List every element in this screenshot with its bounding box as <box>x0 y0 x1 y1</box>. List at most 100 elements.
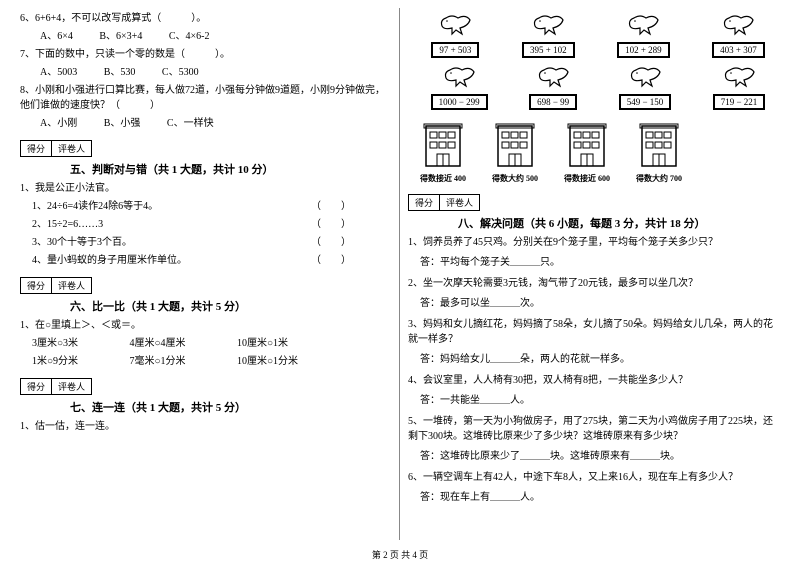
q6-opt-b: B、6×3+4 <box>99 29 142 44</box>
score-box-6: 得分 评卷人 <box>20 277 92 294</box>
sec5-item-3-text: 3、30个十等于3个百。 <box>32 237 132 248</box>
s8-q2-stem: 2、坐一次摩天轮需要3元钱，淘气带了20元钱，最多可以坐几次？ <box>408 276 780 291</box>
section-7-title: 七、连一连（共 1 大题，共计 5 分） <box>70 399 391 415</box>
score-label: 得分 <box>21 278 52 293</box>
building-icon <box>422 120 464 168</box>
s8-q2-ans: 答：最多可以坐＿＿＿次。 <box>420 294 780 309</box>
building-icon <box>494 120 536 168</box>
q8-opt-b: B、小强 <box>104 116 141 131</box>
q7-stem: 7、下面的数中，只读一个零的数是（ ）。 <box>20 47 391 62</box>
sec6-row-2: 1米○9分米 7毫米○1分米 10厘米○1分米 <box>20 354 391 369</box>
expr-box: 698 − 99 <box>529 94 577 110</box>
q8-stem: 8、小刚和小强进行口算比赛，每人做72道，小强每分钟做9道题，小刚9分钟做完，他… <box>20 83 391 113</box>
expr-box: 403 + 307 <box>712 42 765 58</box>
grader-label: 评卷人 <box>52 141 91 156</box>
q6-options: A、6×4 B、6×3+4 C、4×6-2 <box>20 29 391 44</box>
dove-icon <box>628 64 662 90</box>
dove-item: 698 − 99 <box>514 64 592 110</box>
q7-opt-c: C、5300 <box>162 65 199 80</box>
q7-opt-b: B、530 <box>104 65 136 80</box>
grader-label: 评卷人 <box>52 278 91 293</box>
building-item: 得数接近 600 <box>564 120 610 184</box>
page-footer: 第 2 页 共 4 页 <box>0 548 800 561</box>
q8-opt-a: A、小刚 <box>40 116 77 131</box>
building-item: 得数大约 500 <box>492 120 538 184</box>
dove-item: 719 − 221 <box>698 64 780 110</box>
expr-box: 719 − 221 <box>713 94 766 110</box>
dove-item: 1000 − 299 <box>416 64 502 110</box>
dove-row-1: 97 + 503 395 + 102 102 + 289 403 + 307 <box>416 12 780 58</box>
dove-item: 395 + 102 <box>507 12 590 58</box>
cmp-6: 10厘米○1分米 <box>237 356 298 367</box>
q8-opt-c: C、一样快 <box>167 116 214 131</box>
dove-item: 102 + 289 <box>602 12 685 58</box>
building-caption: 得数接近 400 <box>420 173 466 184</box>
building-caption: 得数大约 700 <box>636 173 682 184</box>
expr-box: 1000 − 299 <box>431 94 488 110</box>
sec5-lead: 1、我是公正小法官。 <box>20 181 391 196</box>
section-8-title: 八、解决问题（共 6 小题，每题 3 分，共计 18 分） <box>458 215 780 231</box>
sec5-item-4: 4、量小蚂蚁的身子用厘米作单位。（ ） <box>20 253 391 268</box>
score-box-5: 得分 评卷人 <box>20 140 92 157</box>
building-icon <box>566 120 608 168</box>
right-column: 97 + 503 395 + 102 102 + 289 403 + 307 1… <box>400 8 788 540</box>
cmp-4: 1米○9分米 <box>32 354 127 369</box>
score-label: 得分 <box>21 141 52 156</box>
building-caption: 得数大约 500 <box>492 173 538 184</box>
cmp-1: 3厘米○3米 <box>32 336 127 351</box>
dove-icon <box>438 12 472 38</box>
building-item: 得数大约 700 <box>636 120 682 184</box>
s8-q4-stem: 4、会议室里，人人椅有30把，双人椅有8把，一共能坐多少人？ <box>408 373 780 388</box>
s8-q5-ans: 答：这堆砖比原来少了＿＿＿块。这堆砖原来有＿＿＿块。 <box>420 447 780 462</box>
expr-box: 549 − 150 <box>619 94 672 110</box>
score-box-7: 得分 评卷人 <box>20 378 92 395</box>
dove-icon <box>722 64 756 90</box>
cmp-2: 4厘米○4厘米 <box>130 336 235 351</box>
dove-icon <box>536 64 570 90</box>
s8-q3-stem: 3、妈妈和女儿摘红花，妈妈摘了58朵，女儿摘了50朵。妈妈给女儿几朵，两人的花就… <box>408 317 780 347</box>
dove-icon <box>531 12 565 38</box>
q6-opt-a: A、6×4 <box>40 29 73 44</box>
dove-item: 97 + 503 <box>416 12 495 58</box>
s8-q3-ans: 答：妈妈给女儿＿＿＿朵，两人的花就一样多。 <box>420 350 780 365</box>
q8-options: A、小刚 B、小强 C、一样快 <box>20 116 391 131</box>
q6-opt-c: C、4×6-2 <box>169 29 210 44</box>
score-box-8: 得分 评卷人 <box>408 194 480 211</box>
sec5-item-4-text: 4、量小蚂蚁的身子用厘米作单位。 <box>32 255 187 266</box>
tf-paren: （ ） <box>311 235 351 250</box>
building-item: 得数接近 400 <box>420 120 466 184</box>
left-column: 6、6+6+4，不可以改写成算式（ ）。 A、6×4 B、6×3+4 C、4×6… <box>12 8 400 540</box>
s8-q6-ans: 答：现在车上有＿＿＿人。 <box>420 488 780 503</box>
score-label: 得分 <box>21 379 52 394</box>
sec5-item-3: 3、30个十等于3个百。 （ ） <box>20 235 391 250</box>
grader-label: 评卷人 <box>52 379 91 394</box>
s8-q1-ans: 答：平均每个笼子关＿＿＿只。 <box>420 253 780 268</box>
building-row: 得数接近 400 得数大约 500 得数接近 600 得数大约 700 <box>420 120 780 184</box>
cmp-5: 7毫米○1分米 <box>130 354 235 369</box>
sec5-item-1-text: 1、24÷6=4读作24除6等于4。 <box>32 201 158 212</box>
q7-opt-a: A、5003 <box>40 65 77 80</box>
sec6-lead: 1、在○里填上＞、＜或＝。 <box>20 318 391 333</box>
dove-icon <box>721 12 755 38</box>
sec5-item-1: 1、24÷6=4读作24除6等于4。 （ ） <box>20 199 391 214</box>
s8-q1-stem: 1、饲养员养了45只鸡。分别关在9个笼子里，平均每个笼子关多少只？ <box>408 235 780 250</box>
sec5-item-2-text: 2、15÷2=6……3 <box>32 219 103 230</box>
sec5-item-2: 2、15÷2=6……3（ ） <box>20 217 391 232</box>
expr-box: 102 + 289 <box>617 42 670 58</box>
dove-icon <box>442 64 476 90</box>
q6-stem: 6、6+6+4，不可以改写成算式（ ）。 <box>20 11 391 26</box>
grader-label: 评卷人 <box>440 195 479 210</box>
dove-item: 403 + 307 <box>697 12 780 58</box>
s8-q4-ans: 答：一共能坐＿＿＿人。 <box>420 391 780 406</box>
section-5-title: 五、判断对与错（共 1 大题，共计 10 分） <box>70 161 391 177</box>
expr-box: 395 + 102 <box>522 42 575 58</box>
building-icon <box>638 120 680 168</box>
cmp-3: 10厘米○1米 <box>237 338 288 349</box>
dove-item: 549 − 150 <box>604 64 686 110</box>
s8-q5-stem: 5、一堆砖，第一天为小狗做房子，用了275块，第二天为小鸡做房子用了225块，还… <box>408 414 780 444</box>
sec7-lead: 1、估一估，连一连。 <box>20 419 391 434</box>
score-label: 得分 <box>409 195 440 210</box>
building-caption: 得数接近 600 <box>564 173 610 184</box>
tf-paren: （ ） <box>311 199 351 214</box>
expr-box: 97 + 503 <box>431 42 479 58</box>
